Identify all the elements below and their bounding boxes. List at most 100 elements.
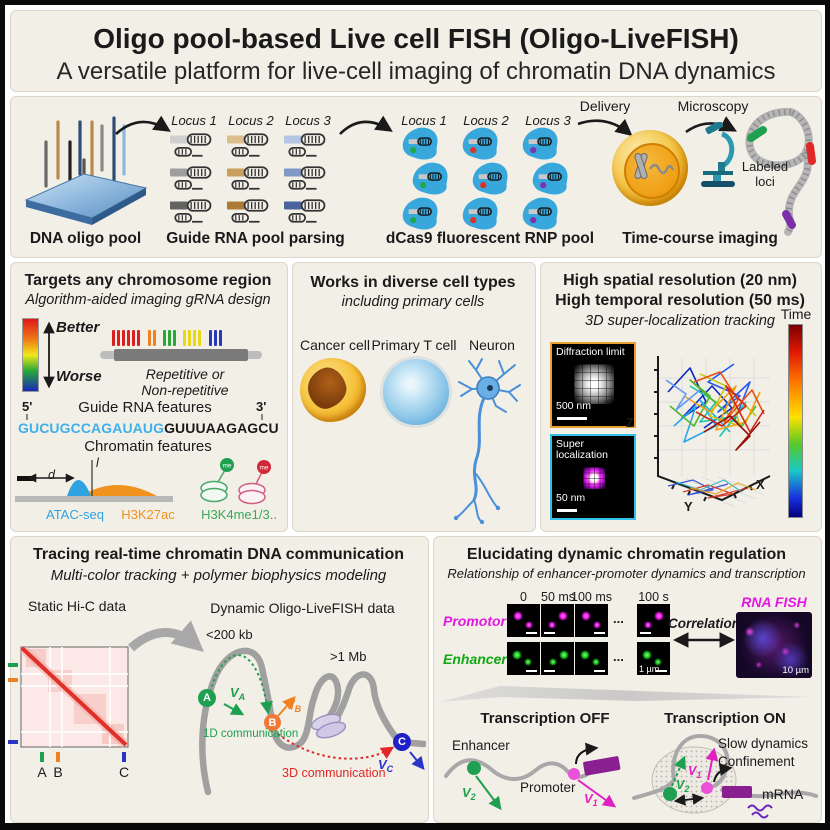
three-prime-tick [261, 414, 263, 420]
chromatin-tracks-graphic [15, 460, 173, 502]
enhancer-tile-3 [575, 642, 608, 675]
hic-label: Static Hi-C data [27, 598, 127, 614]
grna-locus2-label: Locus 2 [228, 113, 274, 128]
tcell-graphic [380, 356, 452, 428]
cohesin-rings [310, 713, 347, 739]
kb-label: <200 kb [206, 627, 253, 642]
hic-to-dynamic-arrow [128, 620, 204, 653]
hic-tick-c-left [8, 740, 18, 744]
v2-arrow-off [475, 775, 502, 811]
super-localization-image: Super localization 50 nm [550, 434, 636, 520]
grna-parsing-label: Guide RNA pool parsing [166, 230, 345, 247]
vc-label: VC [378, 757, 394, 774]
super-scalebar [557, 509, 577, 512]
scale-1um-label: 1 µm [639, 664, 660, 674]
diffraction-scale-label: 500 nm [556, 400, 592, 413]
regulation-subtitle: Relationship of enhancer-promoter dynami… [447, 566, 806, 581]
enhancer-row-label: Enhancer [443, 651, 507, 667]
x-axis-label: X [756, 477, 765, 492]
arrow-to-parsing [115, 115, 171, 135]
mrna-label: mRNA [762, 786, 804, 802]
microscopy-label: Microscopy [677, 98, 749, 114]
me-label-green: me [222, 463, 231, 470]
v1-arrow-off [577, 779, 617, 808]
five-prime-tick [26, 414, 28, 420]
enhancer-label-off: Enhancer [452, 738, 510, 753]
super-label-2: localization [556, 449, 608, 461]
hic-label-b: B [53, 764, 63, 780]
grna-sequence: GUCUGCCAGAUAUGGUUUAAGAGCU [18, 420, 279, 436]
comm-3d-label: 3D communication [282, 766, 386, 780]
promoter-tile-2 [541, 604, 574, 637]
score-colorbar [22, 318, 39, 392]
length-label: l [96, 456, 99, 470]
correlation-arrow [672, 632, 736, 648]
va-label: VA [230, 685, 246, 702]
hic-tick-b-left [8, 678, 18, 682]
frame-top [0, 0, 830, 5]
comm-1d-label: 1D communication [203, 728, 299, 740]
polymer-chain [199, 647, 426, 796]
enhancer-tile-4: 1 µm [637, 642, 670, 675]
locus-a-circle: A [198, 689, 216, 707]
frame-bottom [0, 823, 830, 830]
hic-tick-b-bottom [56, 752, 60, 762]
dynamic-data-label: Dynamic Oligo-LiveFISH data [210, 600, 395, 616]
scale-10um-label: 10 µm [782, 665, 809, 676]
timepoint-100s: 100 s [638, 590, 669, 604]
promoter-label-off: Promoter [520, 780, 576, 795]
promoter-tile-1 [507, 604, 540, 637]
v1-arrow-on [705, 747, 719, 781]
h3k4me-label: H3K4me1/3.. [201, 507, 277, 522]
super-scale-label: 50 nm [556, 492, 586, 505]
transcription-off-diagram [444, 742, 621, 811]
scaffold-sequence: GUUUAAGAGCU [164, 420, 279, 436]
vb-arrow [277, 696, 296, 717]
me-mark-green [220, 458, 234, 472]
chromatin-features-label: Chromatin features [84, 438, 212, 455]
targets-panel [10, 262, 288, 532]
frame-right [825, 0, 830, 830]
h3k27ac-label: H3K27ac [121, 507, 175, 522]
gene-box-off [583, 756, 621, 776]
v2-label-off: V2 [462, 785, 476, 802]
mrna-squiggle-1 [747, 804, 773, 812]
y-axis-label: Y [684, 499, 693, 514]
cancer-cell-label: Cancer cell [299, 337, 371, 353]
tss-arrow-on [713, 763, 733, 783]
correlation-label: Correlation [668, 616, 741, 631]
rnp-locus1-label: Locus 1 [401, 113, 447, 128]
grna-features-label: Guide RNA features [78, 399, 212, 416]
grna-locus3-label: Locus 3 [285, 113, 331, 128]
transcription-on-diagram [632, 733, 818, 819]
hic-tick-a-bottom [40, 752, 44, 762]
targets-title: Targets any chromosome region [24, 272, 272, 289]
dna-oligo-chip-graphic [24, 116, 148, 225]
hic-tick-c-bottom [122, 752, 126, 762]
nucleosome-marks-graphic: me me [200, 458, 271, 505]
figure-subtitle: A versatile platform for live-cell imagi… [56, 58, 776, 85]
chromosome-icon [634, 152, 675, 180]
timepoint-100ms: 100 ms [571, 590, 612, 604]
timepoint-50ms: 50 ms [541, 590, 576, 604]
resolution-title-1: High spatial resolution (20 nm) [563, 272, 797, 289]
va-arrow [223, 703, 245, 716]
enhancer-ellipsis: ... [613, 649, 624, 664]
cell-types-title: Works in diverse cell types [310, 274, 516, 291]
vc-arrow [409, 751, 425, 771]
z-axis-label: Z [626, 415, 634, 430]
time-course-label: Time-course imaging [622, 230, 778, 247]
v1-label-off: V1 [584, 791, 598, 808]
cell-types-subtitle: including primary cells [341, 294, 485, 310]
locus-b-circle: B [264, 714, 281, 731]
microscope-icon [701, 122, 735, 187]
better-worse-arrow [43, 321, 55, 389]
enhancer-dot-on [663, 787, 677, 801]
rnp-pool-label: dCas9 fluorescent RNP pool [385, 230, 595, 247]
time-colorbar-label: Time [780, 306, 812, 322]
grna-score-ticks [112, 330, 224, 348]
comm-1d-path [209, 654, 273, 715]
oligo-pool-label: DNA oligo pool [29, 230, 142, 247]
repetitive-label-2: Non-repetitive [141, 382, 229, 398]
slow-dynamics-label: Slow dynamics [718, 736, 809, 751]
